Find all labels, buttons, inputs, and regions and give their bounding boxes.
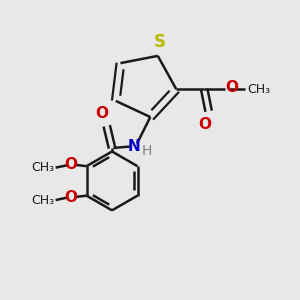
Text: O: O xyxy=(95,106,108,122)
Text: O: O xyxy=(64,190,77,205)
Text: N: N xyxy=(128,139,140,154)
Text: O: O xyxy=(64,157,77,172)
Text: O: O xyxy=(199,117,212,132)
Text: H: H xyxy=(142,144,152,158)
Text: CH₃: CH₃ xyxy=(31,194,54,206)
Text: O: O xyxy=(226,80,239,95)
Text: CH₃: CH₃ xyxy=(247,83,270,96)
Text: CH₃: CH₃ xyxy=(31,161,54,174)
Text: S: S xyxy=(153,34,165,52)
